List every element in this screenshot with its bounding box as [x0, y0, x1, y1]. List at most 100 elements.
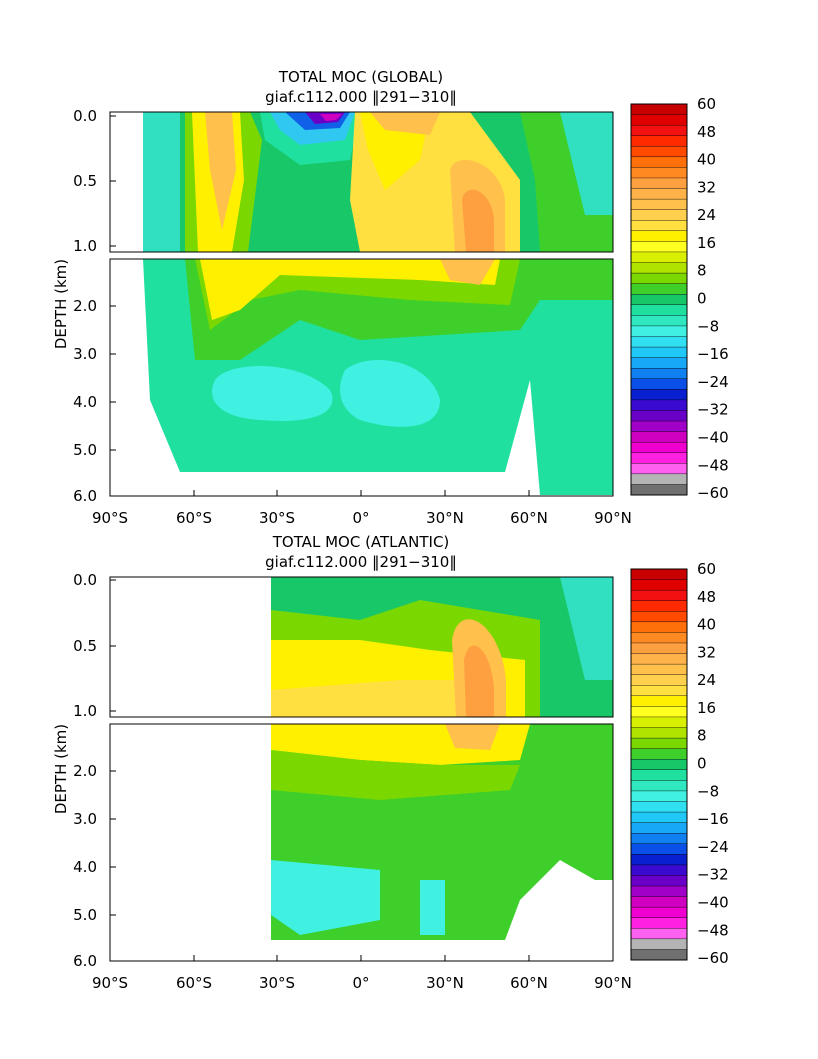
atlantic-title: TOTAL MOC (ATLANTIC) [272, 533, 450, 551]
colorbar-global-label: 32 [697, 178, 716, 196]
colorbar-global-label: −8 [697, 317, 719, 335]
colorbar-global-swatch [630, 198, 688, 211]
global-subtitle: giaf.c112.000 ‖291−310‖ [265, 88, 457, 106]
colorbar-atlantic-swatch [630, 653, 688, 665]
colorbar-atlantic-swatch [630, 600, 688, 612]
colorbar-atlantic-swatch [630, 885, 688, 898]
field-band [200, 259, 500, 320]
atlantic-ylabel: DEPTH (km) [52, 724, 70, 814]
colorbar-atlantic-swatch [630, 938, 688, 950]
colorbar-atlantic-label: 24 [697, 671, 716, 689]
global-ytick: 3.0 [73, 345, 97, 363]
atlantic-upper-field [271, 577, 613, 717]
field-band [445, 724, 500, 750]
colorbar-atlantic-swatch [630, 632, 688, 644]
colorbar-global-swatch [630, 420, 688, 433]
colorbar-atlantic-label: 60 [697, 560, 716, 578]
colorbar-atlantic-label: 16 [697, 699, 716, 717]
global-ytick: 0.0 [73, 107, 97, 125]
colorbar-global-swatch [630, 473, 688, 485]
colorbar-atlantic-swatch [630, 589, 688, 602]
colorbar-atlantic-swatch [630, 864, 688, 876]
colorbar-atlantic-swatch [630, 642, 688, 655]
global-xtick: 90°N [594, 509, 632, 527]
colorbar-global-label: 60 [697, 95, 716, 113]
colorbar-global-swatch [630, 114, 688, 126]
colorbar-global-swatch [630, 336, 688, 348]
colorbar-global-swatch [630, 177, 688, 190]
colorbar-atlantic-label: −16 [697, 810, 729, 828]
atlantic-ytick: 5.0 [73, 906, 97, 924]
global-upper-field [143, 112, 613, 252]
field-band [440, 259, 495, 285]
field-band [540, 724, 613, 760]
colorbar-global-swatch [630, 167, 688, 179]
colorbar-atlantic-swatch [630, 780, 688, 792]
colorbar-global-label: −60 [697, 484, 729, 502]
colorbar-atlantic-swatch [630, 769, 688, 781]
global-upper-frame [109, 111, 614, 253]
atlantic-panel: TOTAL MOC (ATLANTIC) giaf.c112.000 ‖291−… [52, 533, 632, 992]
colorbar-atlantic-swatch [630, 854, 688, 866]
colorbar-atlantic-swatch [630, 695, 688, 707]
colorbar-atlantic-swatch [630, 568, 688, 581]
field-band [143, 112, 180, 252]
colorbar-global-swatch [630, 262, 688, 274]
colorbar-global-label: −24 [697, 373, 729, 391]
colorbar-global-swatch [630, 452, 688, 464]
colorbar-global-swatch [630, 156, 688, 168]
atlantic-yaxis: 0.0 0.5 1.0 2.0 3.0 4.0 5.0 6.0 DEPTH (k… [52, 571, 116, 970]
colorbar-global-swatch [630, 209, 688, 221]
colorbar-global-label: 0 [697, 290, 707, 308]
colorbar-global-label: −40 [697, 429, 729, 447]
colorbar-global-label: −32 [697, 401, 729, 419]
colorbar-global-swatch [630, 410, 688, 422]
colorbar-global-swatch [630, 325, 688, 337]
global-ytick: 1.0 [73, 237, 97, 255]
colorbar-atlantic-label: 40 [697, 616, 716, 634]
atlantic-ytick: 2.0 [73, 762, 97, 780]
field-band [462, 189, 494, 252]
atlantic-xtick: 60°S [176, 974, 212, 992]
colorbar-atlantic-swatch [630, 949, 688, 961]
colorbar-atlantic-swatch [630, 611, 688, 623]
colorbar-atlantic: 60 48 40 32 24 16 8 0 −8 −16 −24 −32 −40 −48 −60 [630, 560, 729, 967]
global-xtick: 30°N [426, 509, 464, 527]
colorbar-global-swatch [630, 220, 688, 232]
global-ytick: 5.0 [73, 441, 97, 459]
field-band [271, 860, 380, 935]
global-ytick: 4.0 [73, 393, 97, 411]
atlantic-ytick: 3.0 [73, 810, 97, 828]
global-xtick: 60°N [510, 509, 548, 527]
colorbar-global-swatch [630, 441, 688, 454]
field-band [370, 112, 440, 135]
colorbar-atlantic-swatch [630, 875, 688, 887]
colorbar-global-swatch [630, 188, 688, 200]
colorbar-global-label: −48 [697, 456, 729, 474]
field-band [420, 880, 445, 935]
colorbar-atlantic-swatch [630, 801, 688, 813]
field-band [320, 114, 342, 121]
colorbar-global-swatch [630, 241, 688, 253]
colorbar-global-swatch [630, 135, 688, 147]
colorbar-atlantic-swatch [630, 621, 688, 633]
field-band [464, 645, 494, 717]
colorbar-atlantic-label: 0 [697, 755, 707, 773]
colorbar-atlantic-label: −32 [697, 866, 729, 884]
atlantic-ytick: 0.5 [73, 637, 97, 655]
field-band [540, 259, 613, 300]
atlantic-xtick: 90°S [92, 974, 128, 992]
colorbar-atlantic-swatch [630, 832, 688, 845]
global-xtick: 0° [352, 509, 369, 527]
colorbar-global-label: 48 [697, 123, 716, 141]
global-panel: TOTAL MOC (GLOBAL) giaf.c112.000 ‖291−31… [52, 68, 632, 527]
colorbar-global-label: 40 [697, 151, 716, 169]
colorbar-atlantic-swatch [630, 843, 688, 855]
field-band [560, 112, 613, 215]
global-xaxis: 90°S 60°S 30°S 0° 30°N 60°N 90°N [92, 490, 632, 527]
colorbar-global-label: 16 [697, 234, 716, 252]
colorbar-atlantic-swatch [630, 706, 688, 718]
colorbar-global-swatch [630, 146, 688, 158]
global-xtick: 60°S [176, 509, 212, 527]
